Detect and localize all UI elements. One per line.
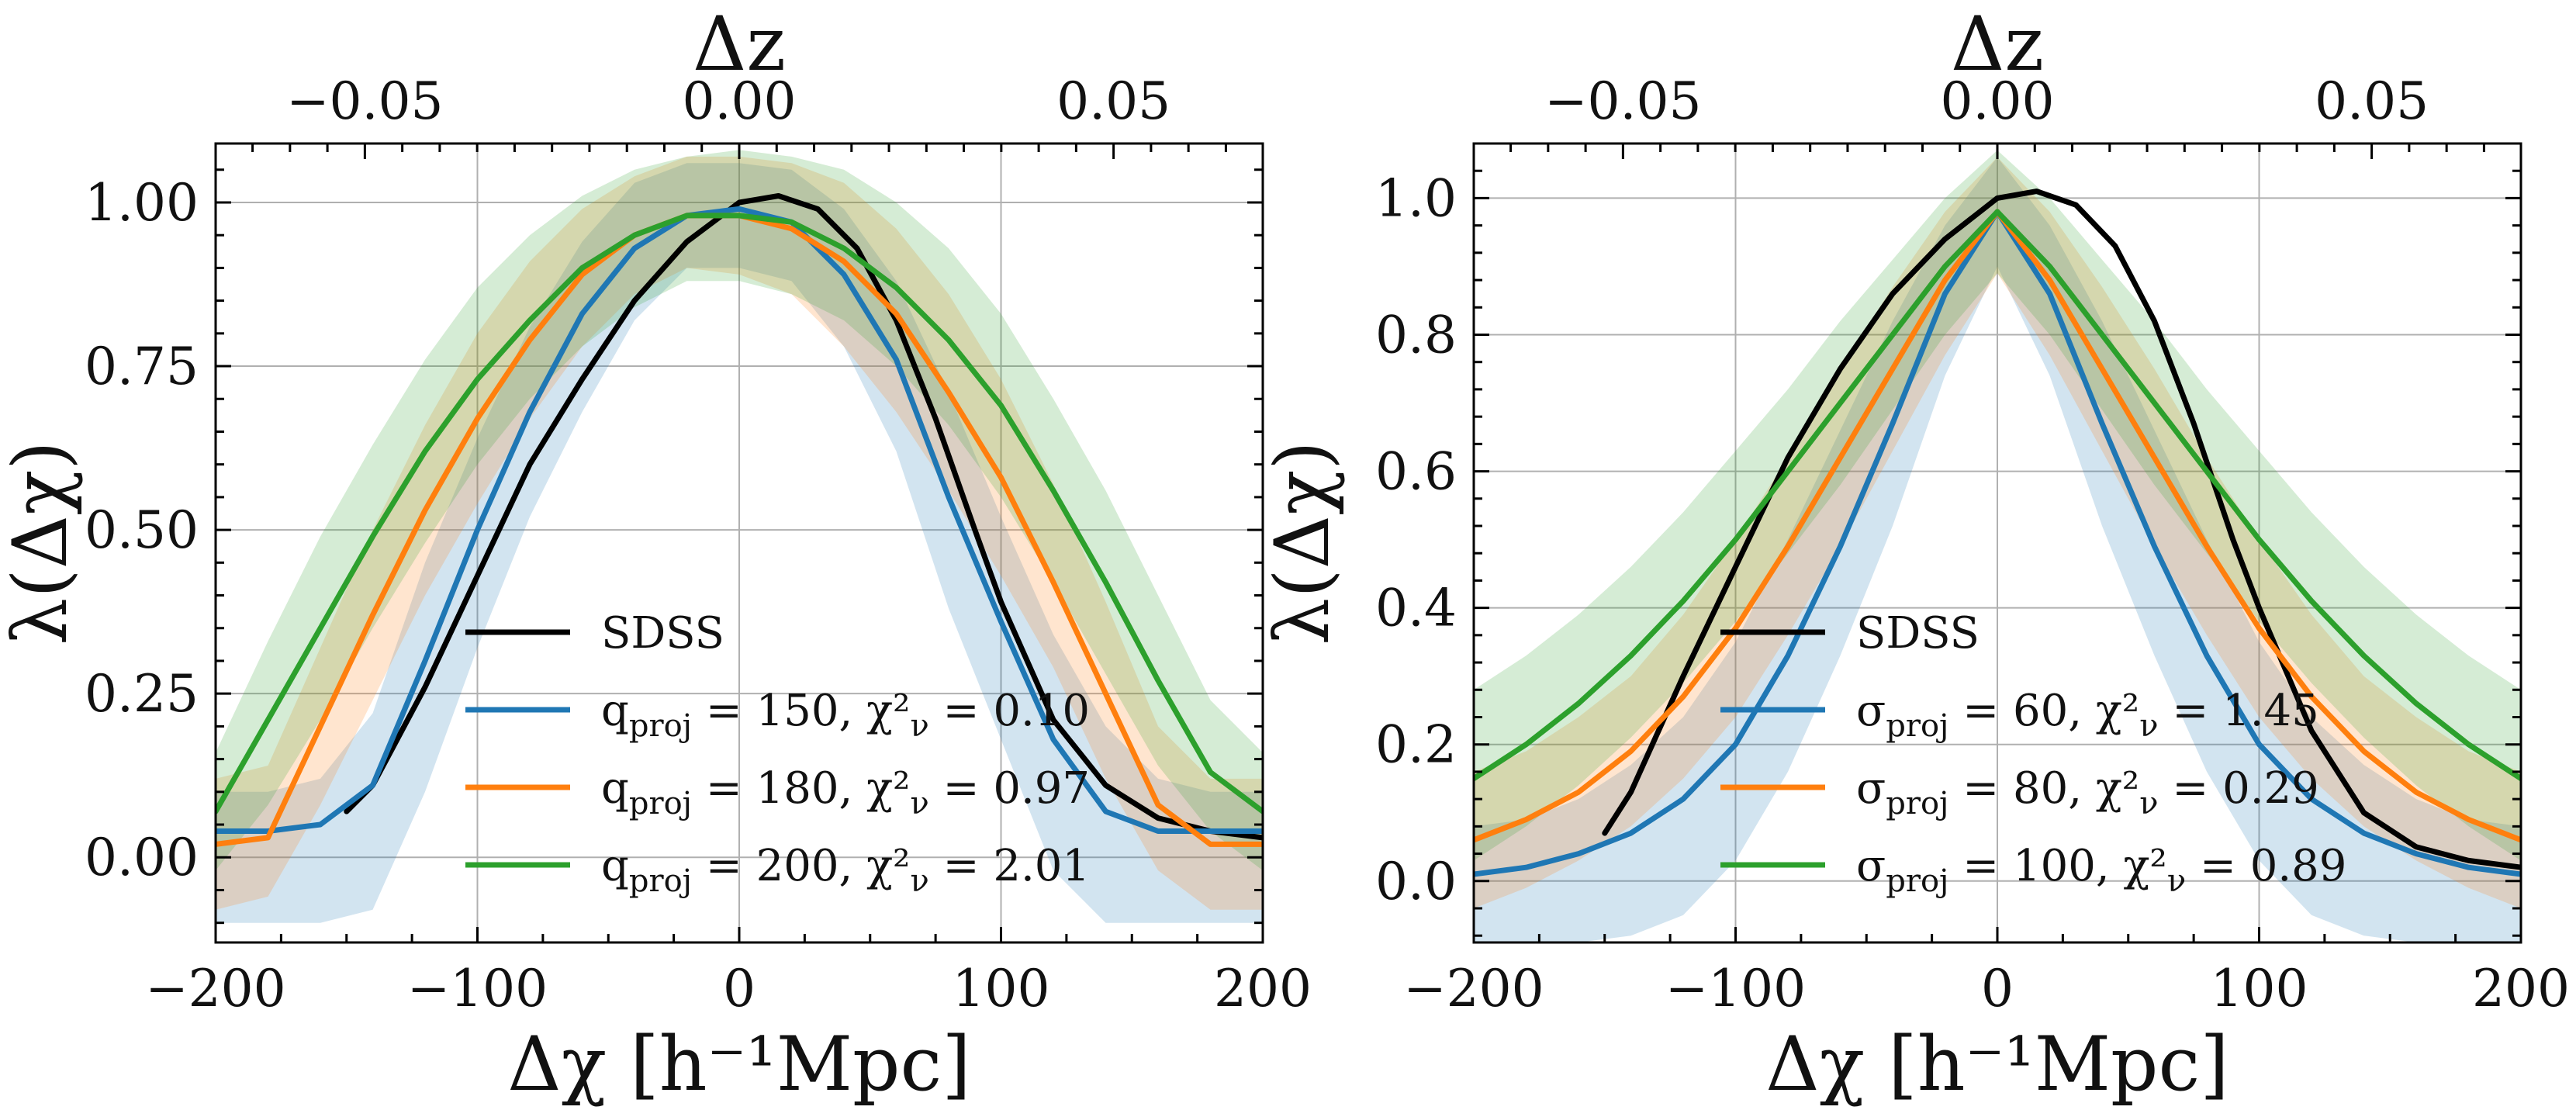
- ticks: [214, 144, 1264, 942]
- line-q_proj=150: [216, 206, 1263, 834]
- legend-label-SDSS: SDSS: [1856, 608, 1980, 659]
- y-tick-label: 1.00: [85, 173, 199, 233]
- x-tick-label: −100: [407, 959, 548, 1018]
- x-tick-label: −200: [145, 959, 285, 1018]
- panel-right: −200 −100 0 100 200 0.0 0.2 0.4 0.6 0.8 1.0 −0.05 0.…: [1259, 1, 2570, 1108]
- top-tick-label: 0.05: [1056, 71, 1170, 131]
- y-tick-label: 0.00: [85, 828, 199, 887]
- panel-left: −200 −100 0 100 200 0.00 0.25 0.50 0.75 1.00 −0.05…: [0, 1, 1312, 1108]
- legend-label-q_proj=180: qproj = 180, χ²ν = 0.97: [601, 763, 1090, 821]
- band-sigma_proj=80: [1474, 157, 2521, 909]
- y-tick-label: 0.8: [1375, 305, 1457, 365]
- legend-label-sigma_proj=80: σproj = 80, χ²ν = 0.29: [1856, 763, 2319, 821]
- line-SDSS: [344, 193, 1263, 841]
- band-q_proj=150: [216, 163, 1263, 923]
- x-tick-label: 200: [1214, 959, 1312, 1018]
- x-tick-label: 100: [2211, 959, 2308, 1018]
- x-axis-title: Δχ [h⁻¹Mpc]: [1765, 1021, 2228, 1108]
- x-tick-label: 200: [2472, 959, 2570, 1018]
- y-axis-title: λ(Δχ): [1259, 441, 1346, 645]
- legend: SDSS σproj = 60, χ²ν = 1.45 σproj = 80, χ²…: [1720, 608, 2346, 899]
- plot-area: [1474, 150, 2521, 942]
- line-sigma_proj=100: [1474, 209, 2521, 782]
- line-q_proj=200: [216, 213, 1263, 814]
- x-tick-label: 0: [1981, 959, 2014, 1018]
- band-q_proj=200: [216, 150, 1263, 871]
- x-tick-label: 100: [953, 959, 1050, 1018]
- ticks: [1472, 142, 2522, 942]
- x-tick-label: −200: [1403, 959, 1544, 1018]
- plot-area: [216, 150, 1263, 923]
- y-tick-label: 0.75: [85, 337, 199, 396]
- top-tick-label: 0.05: [2315, 71, 2429, 131]
- legend-label-q_proj=200: qproj = 200, χ²ν = 2.01: [601, 841, 1090, 899]
- legend-label-SDSS: SDSS: [601, 608, 724, 659]
- y-tick-label: 0.4: [1375, 579, 1457, 638]
- top-axis-title: Δz: [693, 1, 786, 88]
- y-tick-label: 0.25: [85, 664, 199, 724]
- band-q_proj=180: [216, 156, 1263, 910]
- top-tick-label: −0.05: [286, 71, 443, 131]
- top-axis-title: Δz: [1951, 1, 2044, 88]
- x-axis-title: Δχ [h⁻¹Mpc]: [507, 1021, 970, 1108]
- y-tick-label: 0.0: [1375, 852, 1457, 911]
- y-axis-title: λ(Δχ): [0, 441, 84, 645]
- legend-label-q_proj=150: qproj = 150, χ²ν = 0.10: [601, 686, 1090, 744]
- line-SDSS: [1602, 188, 2521, 870]
- top-tick-label: 0.00: [1941, 71, 2055, 131]
- y-tick-label: 0.6: [1375, 442, 1457, 502]
- x-tick-label: 0: [723, 959, 756, 1018]
- y-tick-label: 0.2: [1375, 715, 1457, 775]
- legend: SDSS qproj = 150, χ²ν = 0.10 qproj = 180, …: [465, 608, 1090, 899]
- x-tick-label: −100: [1665, 959, 1806, 1018]
- y-tick-label: 0.50: [85, 500, 199, 560]
- legend-label-sigma_proj=60: σproj = 60, χ²ν = 1.45: [1856, 686, 2319, 744]
- top-tick-label: −0.05: [1544, 71, 1701, 131]
- y-tick-label: 1.0: [1375, 168, 1457, 228]
- legend-label-sigma_proj=100: σproj = 100, χ²ν = 0.89: [1856, 841, 2346, 899]
- top-tick-label: 0.00: [683, 71, 797, 131]
